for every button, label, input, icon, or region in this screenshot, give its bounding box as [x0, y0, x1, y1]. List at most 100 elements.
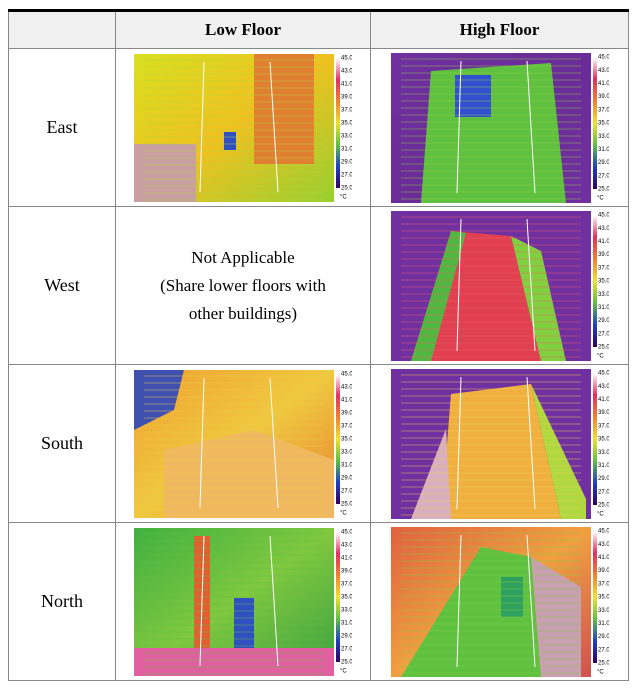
image-cell: 45.0 43.0 41.0 39.0 37.0 35.0 33.0 31.0 29.0 27.0…	[371, 49, 629, 207]
note-line: (Share lower floors with other buildings…	[148, 272, 338, 328]
scale-label: 41.0	[598, 396, 609, 402]
scale-label: 31.0	[598, 146, 609, 152]
scale-label: 29.0	[341, 159, 352, 165]
scale-label: 39.0	[341, 410, 352, 416]
row-label: North	[9, 523, 116, 681]
scale-unit: °C	[597, 669, 604, 675]
scale-unit: °C	[597, 353, 604, 359]
scale-label: 45.0	[598, 370, 609, 376]
scale-label: 27.0	[341, 646, 352, 652]
corner	[9, 11, 116, 49]
scale-label: 39.0	[598, 94, 609, 100]
scale-label: 27.0	[598, 489, 609, 495]
note-line: Not Applicable	[148, 244, 338, 272]
scale-label: 25.0	[598, 660, 609, 666]
thermal-image: 45.043.041.039.037.035.033.031.029.027.0…	[134, 370, 352, 518]
row: South 45.0 43.0 41.0 39.0 37.0 35.0 33.0 31.0 29…	[9, 365, 629, 523]
header-cell: Low Floor	[116, 11, 371, 49]
scale-label: 37.0	[598, 265, 609, 271]
scale-label: 41.0	[341, 81, 352, 87]
thermal-image: 45.043.041.039.037.035.033.031.029.027.0…	[391, 369, 609, 519]
scale-label: 25.0	[341, 501, 352, 507]
scale-label: 37.0	[341, 581, 352, 587]
scale-label: 43.0	[598, 541, 609, 547]
scale-label: 41.0	[598, 80, 609, 86]
scale-label: 39.0	[598, 252, 609, 258]
scale-label: 33.0	[598, 607, 609, 613]
header-cell: High Floor	[371, 11, 629, 49]
scale-label: 31.0	[341, 462, 352, 468]
thermal-image: 45.0 43.0 41.0 39.0 37.0 35.0 33.0 31.0 29.0 27.0…	[391, 53, 609, 203]
thermal-region	[421, 63, 566, 203]
thermal-image: 45.043.041.039.037.035.033.031.029.027.0…	[391, 527, 609, 677]
scale-label: 37.0	[341, 423, 352, 429]
scale-label: 41.0	[341, 555, 352, 561]
scale-label: 29.0	[341, 633, 352, 639]
scale-label: 45.0	[341, 529, 352, 535]
scale-label: 37.0	[598, 423, 609, 429]
scale-label: 33.0	[341, 133, 352, 139]
scale-label: 29.0	[598, 160, 609, 166]
image-cell: 45.043.041.039.037.035.033.031.029.027.0…	[371, 523, 629, 681]
scale-label: 39.0	[598, 410, 609, 416]
scale-unit: °C	[597, 195, 604, 201]
scale-label: 29.0	[598, 318, 609, 324]
scale-label: 27.0	[598, 173, 609, 179]
scale-label: 37.0	[598, 581, 609, 587]
note-cell: Not Applicable (Share lower floors with …	[116, 207, 371, 365]
scale-label: 29.0	[341, 475, 352, 481]
scale-label: 35.0	[341, 120, 352, 126]
thermal-image: 45.043.041.039.037.035.033.031.029.027.0…	[134, 54, 352, 202]
scale-unit: °C	[340, 510, 347, 516]
thermal-image: 45.0 43.0 41.0 39.0 37.0 35.0 33.0 31.0 29.0 27.0…	[134, 528, 352, 676]
scale-label: 43.0	[341, 542, 352, 548]
thermal-table: Low Floor High Floor East 45.043.041.039…	[8, 9, 629, 681]
scale-label: 33.0	[341, 607, 352, 613]
scale-label: 43.0	[341, 68, 352, 74]
scale-label: 35.0	[598, 120, 609, 126]
scale-label: 39.0	[598, 568, 609, 574]
scale-label: 37.0	[598, 107, 609, 113]
thermal-region	[134, 648, 334, 676]
scale-bar	[593, 531, 597, 663]
scale-label: 27.0	[598, 647, 609, 653]
header-row: Low Floor High Floor	[9, 11, 629, 49]
scale-label: 27.0	[341, 172, 352, 178]
scale-label: 33.0	[598, 133, 609, 139]
scale-label: 25.0	[341, 659, 352, 665]
scale-label: 43.0	[598, 225, 609, 231]
scale-label: 35.0	[598, 594, 609, 600]
scale-label: 27.0	[341, 488, 352, 494]
scale-label: 39.0	[341, 568, 352, 574]
scale-label: 43.0	[341, 384, 352, 390]
scale-label: 31.0	[341, 146, 352, 152]
thermal-region	[234, 598, 254, 648]
scale-label: 41.0	[598, 554, 609, 560]
scale-label: 33.0	[598, 291, 609, 297]
scale-label: 35.0	[341, 594, 352, 600]
scale-unit: °C	[340, 194, 347, 200]
row-label: South	[9, 365, 116, 523]
scale-label: 31.0	[341, 620, 352, 626]
scale-label: 27.0	[598, 331, 609, 337]
scale-label: 25.0	[598, 502, 609, 508]
scale-label: 45.0	[598, 212, 609, 218]
scale-label: 43.0	[598, 67, 609, 73]
scale-label: 33.0	[598, 449, 609, 455]
image-cell: 45.0 43.0 41.0 39.0 37.0 35.0 33.0 31.0 29.0 27.0…	[116, 523, 371, 681]
scale-bar	[336, 374, 340, 504]
scale-label: 45.0	[598, 54, 609, 60]
scale-unit: °C	[340, 668, 347, 674]
thermal-region	[224, 132, 236, 150]
scale-label: 43.0	[598, 383, 609, 389]
scale-label: 33.0	[341, 449, 352, 455]
scale-label: 35.0	[598, 436, 609, 442]
scale-label: 45.0	[341, 55, 352, 61]
scale-bar	[593, 215, 597, 347]
scale-bar	[593, 57, 597, 189]
